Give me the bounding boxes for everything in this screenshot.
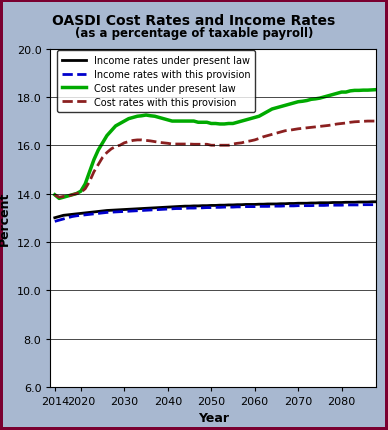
Cost rates with this provision <box>322 124 327 129</box>
Cost rates under present law <box>374 88 379 93</box>
Cost rates under present law <box>344 90 348 95</box>
Income rates with this provision <box>374 203 379 208</box>
Income rates under present law <box>370 200 374 205</box>
Cost rates with this provision <box>57 195 61 200</box>
Cost rates under present law <box>52 193 57 198</box>
Income rates under present law <box>305 201 309 206</box>
Cost rates with this provision <box>300 126 305 132</box>
Income rates with this provision <box>296 203 300 209</box>
Income rates under present law <box>52 215 57 221</box>
Income rates with this provision <box>52 219 57 224</box>
Cost rates with this provision <box>52 193 57 198</box>
Y-axis label: Percent: Percent <box>0 191 11 246</box>
Cost rates with this provision <box>374 119 379 124</box>
Text: OASDI Cost Rates and Income Rates: OASDI Cost Rates and Income Rates <box>52 14 336 28</box>
Cost rates with this provision <box>309 126 314 131</box>
Income rates with this provision <box>317 203 322 209</box>
Cost rates under present law <box>313 97 318 102</box>
Income rates under present law <box>296 201 300 206</box>
Income rates with this provision <box>305 203 309 209</box>
Cost rates under present law <box>309 98 314 103</box>
Income rates under present law <box>374 200 379 205</box>
Income rates under present law <box>78 211 83 216</box>
Income rates with this provision <box>361 203 365 208</box>
Income rates with this provision <box>78 213 83 218</box>
Line: Income rates under present law: Income rates under present law <box>55 202 376 218</box>
Legend: Income rates under present law, Income rates with this provision, Cost rates und: Income rates under present law, Income r… <box>57 51 255 112</box>
Income rates under present law <box>339 200 344 206</box>
Cost rates under present law <box>300 99 305 104</box>
Cost rates under present law <box>83 182 88 187</box>
Cost rates under present law <box>322 95 327 100</box>
Income rates under present law <box>309 201 314 206</box>
Line: Cost rates under present law: Cost rates under present law <box>55 90 376 199</box>
Income rates under present law <box>317 201 322 206</box>
Cost rates with this provision <box>313 125 318 130</box>
Income rates with this provision <box>339 203 344 208</box>
Line: Income rates with this provision: Income rates with this provision <box>55 205 376 222</box>
Cost rates under present law <box>57 197 61 202</box>
X-axis label: Year: Year <box>198 412 229 424</box>
Cost rates with this provision <box>365 119 370 124</box>
Cost rates with this provision <box>344 121 348 126</box>
Income rates with this provision <box>309 203 314 209</box>
Cost rates with this provision <box>83 187 88 192</box>
Line: Cost rates with this provision: Cost rates with this provision <box>55 122 376 198</box>
Text: (as a percentage of taxable payroll): (as a percentage of taxable payroll) <box>75 27 313 40</box>
